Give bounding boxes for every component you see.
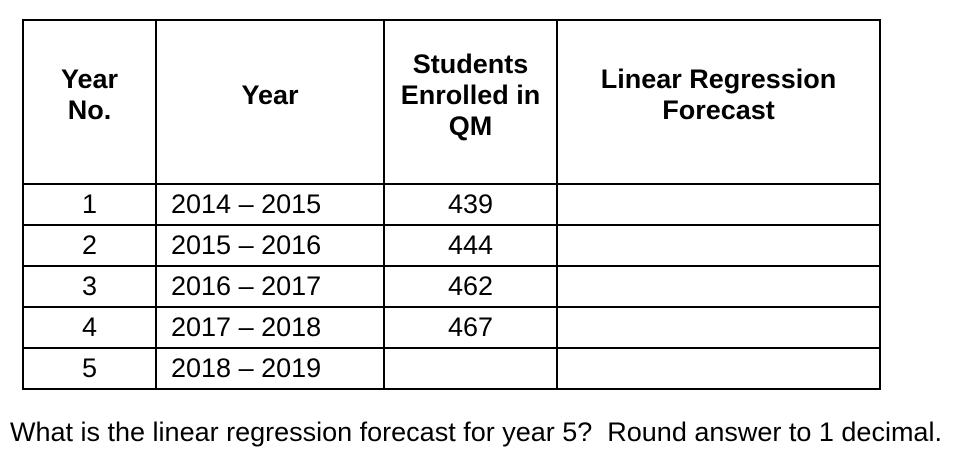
cell-students: 467	[383, 306, 558, 349]
header-row: Year No. Year Students Enrolled in QM Li…	[22, 19, 881, 185]
table-body: 1 2014 – 2015 439 2 2015 – 2016 444 3 20…	[22, 183, 881, 390]
cell-forecast	[556, 224, 881, 267]
cell-year-no: 2	[22, 224, 157, 267]
cell-year: 2015 – 2016	[155, 224, 385, 267]
cell-forecast	[556, 265, 881, 308]
header-line: QM	[448, 110, 493, 141]
cell-forecast	[556, 183, 881, 226]
cell-year: 2016 – 2017	[155, 265, 385, 308]
cell-students: 444	[383, 224, 558, 267]
header-year: Year	[155, 19, 385, 185]
header-line: Linear Regression	[600, 64, 837, 94]
table-row: 3 2016 – 2017 462	[22, 265, 881, 308]
header-line: Enrolled in	[400, 79, 541, 110]
table-row: 1 2014 – 2015 439	[22, 183, 881, 226]
cell-students: 439	[383, 183, 558, 226]
enrollment-table: Year No. Year Students Enrolled in QM Li…	[22, 19, 881, 390]
cell-students	[383, 347, 558, 390]
header-year-no: Year No.	[22, 19, 157, 185]
table-row: 4 2017 – 2018 467	[22, 306, 881, 349]
cell-year: 2014 – 2015	[155, 183, 385, 226]
header-line: Forecast	[662, 95, 775, 125]
table-header: Year No. Year Students Enrolled in QM Li…	[22, 19, 881, 185]
cell-year-no: 4	[22, 306, 157, 349]
cell-students: 462	[383, 265, 558, 308]
cell-year-no: 1	[22, 183, 157, 226]
cell-year: 2018 – 2019	[155, 347, 385, 390]
header-linear-regression-forecast: Linear Regression Forecast	[556, 19, 881, 185]
header-line: No.	[67, 95, 112, 125]
header-students-enrolled: Students Enrolled in QM	[383, 19, 558, 185]
header-line: Year	[241, 79, 299, 110]
cell-forecast	[556, 347, 881, 390]
cell-year-no: 5	[22, 347, 157, 390]
cell-year-no: 3	[22, 265, 157, 308]
table-row: 2 2015 – 2016 444	[22, 224, 881, 267]
question-text: What is the linear regression forecast f…	[10, 417, 942, 447]
header-line: Students	[412, 48, 529, 79]
cell-forecast	[556, 306, 881, 349]
header-line: Year	[60, 64, 119, 94]
cell-year: 2017 – 2018	[155, 306, 385, 349]
table-row: 5 2018 – 2019	[22, 347, 881, 390]
